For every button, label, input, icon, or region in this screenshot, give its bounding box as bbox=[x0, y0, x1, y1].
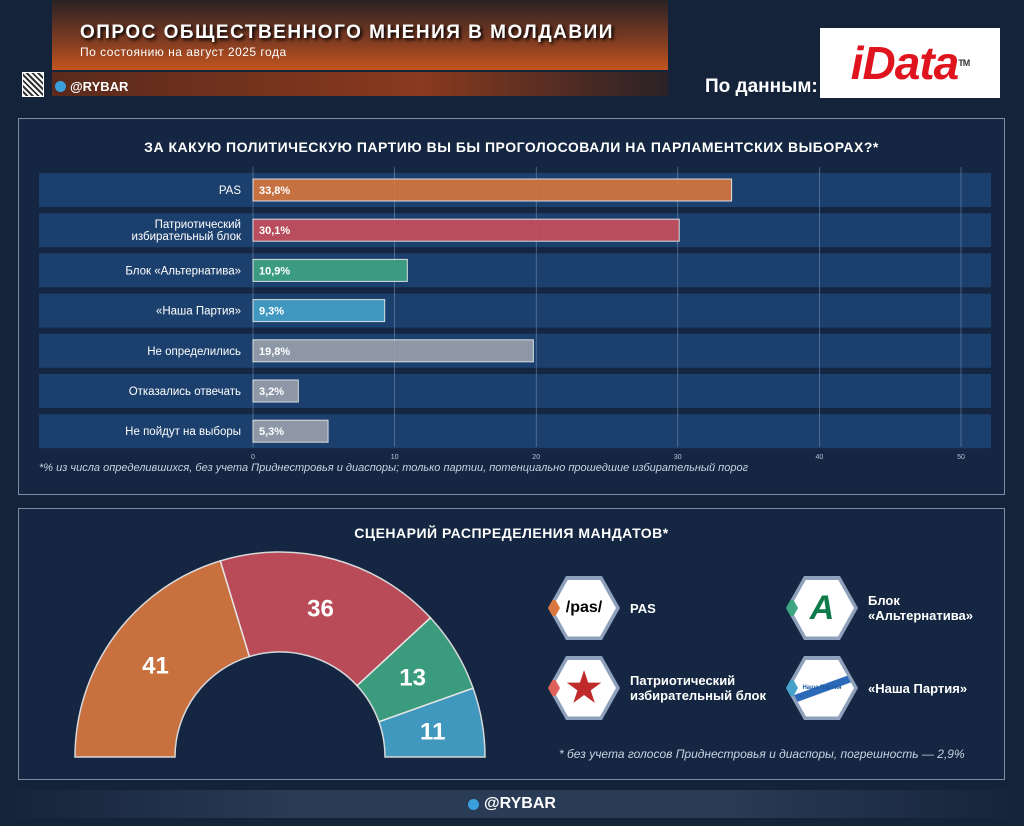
x-tick-label: 0 bbox=[251, 454, 255, 461]
channel-handle[interactable]: @RYBAR bbox=[55, 79, 128, 94]
telegram-icon bbox=[468, 798, 480, 810]
seats-panel: СЦЕНАРИЙ РАСПРЕДЕЛЕНИЯ МАНДАТОВ* * без у… bbox=[18, 508, 1005, 780]
idata-logo: iData TM bbox=[820, 28, 1000, 98]
logo-text: iData bbox=[850, 37, 959, 89]
x-tick-label: 20 bbox=[532, 454, 540, 461]
header-banner bbox=[52, 0, 668, 70]
x-tick-label: 40 bbox=[816, 454, 824, 461]
category-label: PAS bbox=[219, 185, 241, 197]
bar-value-label: 9,3% bbox=[259, 306, 284, 318]
category-label: Не пойдут на выборы bbox=[125, 426, 241, 438]
bar-row-band bbox=[39, 293, 991, 328]
legend-item-pas: /pas/ PAS bbox=[548, 576, 656, 640]
category-label: избирательный блок bbox=[131, 231, 242, 243]
category-label: Не определились bbox=[147, 346, 241, 358]
legend-item-peb: ★ Патриотический избирательный блок bbox=[548, 656, 770, 720]
bar-row-band bbox=[39, 414, 991, 449]
source-label: По данным: bbox=[705, 76, 818, 97]
category-label: Патриотический bbox=[155, 219, 241, 231]
pie-chart-note: * без учета голосов Приднестровья и диас… bbox=[559, 747, 965, 761]
star-logo-icon: ★ bbox=[548, 656, 620, 720]
category-label: Блок «Альтернатива» bbox=[125, 265, 241, 277]
alternativa-logo: A bbox=[786, 576, 858, 640]
legend-item-alternativa: A Блок «Альтернатива» bbox=[786, 576, 973, 640]
bar bbox=[252, 178, 733, 202]
handle-text: @RYBAR bbox=[70, 79, 129, 94]
bar-value-label: 19,8% bbox=[259, 346, 290, 358]
legend-label: «Наша Партия» bbox=[868, 680, 968, 696]
logo-tm: TM bbox=[958, 58, 970, 68]
category-label: Отказались отвечать bbox=[129, 386, 241, 398]
legend-marker bbox=[548, 680, 560, 696]
page-subtitle: По состоянию на август 2025 года bbox=[80, 45, 287, 59]
bar bbox=[252, 339, 534, 363]
legend-marker bbox=[786, 680, 798, 696]
category-label: «Наша Партия» bbox=[156, 306, 241, 318]
bar-chart: 0 10 20 30 40 50 33,8% PAS 30,1% Патриотическийиз… bbox=[39, 167, 991, 461]
telegram-icon bbox=[55, 81, 66, 92]
bar-value-label: 3,2% bbox=[259, 386, 284, 398]
x-tick-label: 10 bbox=[391, 454, 399, 461]
bar bbox=[252, 299, 386, 323]
bar-chart-note: *% из числа определившихся, без учета Пр… bbox=[39, 462, 749, 474]
bar bbox=[252, 419, 329, 443]
bar bbox=[252, 258, 408, 282]
qr-code bbox=[22, 72, 44, 97]
footer-handle-text: @RYBAR bbox=[484, 795, 556, 812]
x-tick-label: 50 bbox=[957, 454, 965, 461]
bar-value-label: 33,8% bbox=[259, 185, 290, 197]
legend-label: PAS bbox=[630, 600, 656, 616]
bar bbox=[252, 218, 680, 242]
legend-label: Патриотический избирательный блок bbox=[630, 673, 766, 703]
bar-value-label: 5,3% bbox=[259, 426, 284, 438]
bar-chart-title: ЗА КАКУЮ ПОЛИТИЧЕСКУЮ ПАРТИЮ ВЫ БЫ ПРОГО… bbox=[144, 139, 879, 155]
bar-value-label: 30,1% bbox=[259, 225, 290, 237]
page-title: ОПРОС ОБЩЕСТВЕННОГО МНЕНИЯ В МОЛДАВИИ bbox=[80, 22, 614, 43]
header-strip bbox=[52, 72, 668, 96]
pie-chart-title: СЦЕНАРИЙ РАСПРЕДЕЛЕНИЯ МАНДАТОВ* bbox=[354, 525, 669, 541]
bar bbox=[252, 379, 299, 403]
x-tick-label: 30 bbox=[674, 454, 682, 461]
nasha-logo-text: Наша Партия bbox=[790, 659, 854, 717]
bar-row-band bbox=[39, 253, 991, 288]
bar-row-band bbox=[39, 374, 991, 408]
footer-handle[interactable]: @RYBAR bbox=[0, 790, 1024, 818]
pas-logo-text: /pas/ bbox=[552, 579, 616, 637]
legend-label: Блок «Альтернатива» bbox=[868, 593, 973, 623]
legend-marker bbox=[786, 600, 798, 616]
bar-value-label: 10,9% bbox=[259, 265, 290, 277]
legend-marker bbox=[548, 600, 560, 616]
alternativa-logo-text: A bbox=[790, 579, 854, 637]
nasha-partia-logo: Наша Партия bbox=[786, 656, 858, 720]
pas-logo: /pas/ bbox=[548, 576, 620, 640]
legend-item-nasha: Наша Партия «Наша Партия» bbox=[786, 656, 967, 720]
poll-panel: ЗА КАКУЮ ПОЛИТИЧЕСКУЮ ПАРТИЮ ВЫ БЫ ПРОГО… bbox=[18, 118, 1005, 495]
